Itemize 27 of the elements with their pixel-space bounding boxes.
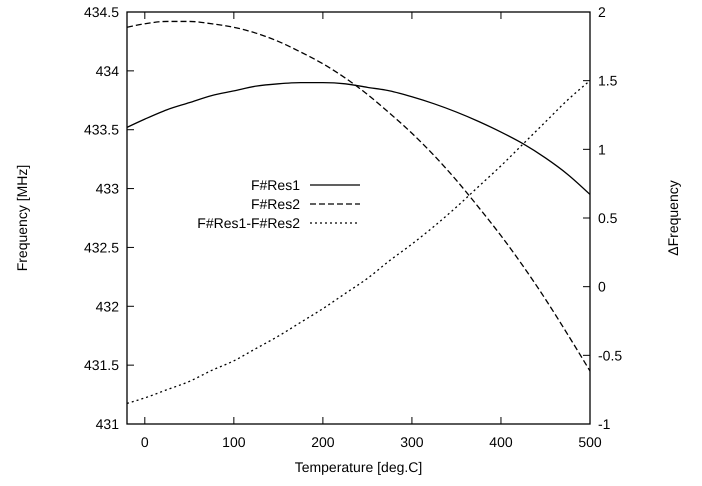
x-tick-label: 400 bbox=[489, 434, 513, 450]
x-tick-label: 300 bbox=[400, 434, 424, 450]
x-tick-label: 200 bbox=[311, 434, 335, 450]
y2-tick-label: 1.5 bbox=[598, 72, 618, 89]
y-tick-label: 434 bbox=[96, 62, 120, 79]
y-tick-label: 432.5 bbox=[84, 239, 120, 256]
x-tick-label: 500 bbox=[578, 434, 602, 450]
y2-axis-title: ΔFrequency bbox=[665, 180, 681, 256]
legend-label: F#Res2 bbox=[250, 196, 300, 212]
legend-label: F#Res1-F#Res2 bbox=[197, 215, 300, 231]
y2-tick-label: 0 bbox=[598, 278, 606, 295]
y2-tick-label: 0.5 bbox=[598, 210, 618, 226]
y-tick-label: 433 bbox=[96, 180, 120, 197]
y2-tick-label: 2 bbox=[598, 4, 606, 20]
y-axis-title: Frequency [MHz] bbox=[14, 164, 30, 272]
y-tick-label: 434.5 bbox=[84, 4, 120, 20]
x-axis-title: Temperature [deg.C] bbox=[294, 459, 422, 475]
y2-tick-label: -0.5 bbox=[598, 347, 622, 364]
legend-label: F#Res1 bbox=[250, 177, 300, 193]
x-tick-label: 100 bbox=[222, 434, 246, 450]
x-tick-label: 0 bbox=[140, 434, 149, 450]
y-tick-label: 433.5 bbox=[84, 122, 120, 138]
y2-tick-label: 1 bbox=[598, 141, 606, 158]
y-tick-label: 431.5 bbox=[84, 357, 120, 374]
y-tick-label: 431 bbox=[96, 416, 120, 432]
y2-tick-label: -1 bbox=[598, 416, 611, 432]
y-tick-label: 432 bbox=[96, 298, 120, 314]
